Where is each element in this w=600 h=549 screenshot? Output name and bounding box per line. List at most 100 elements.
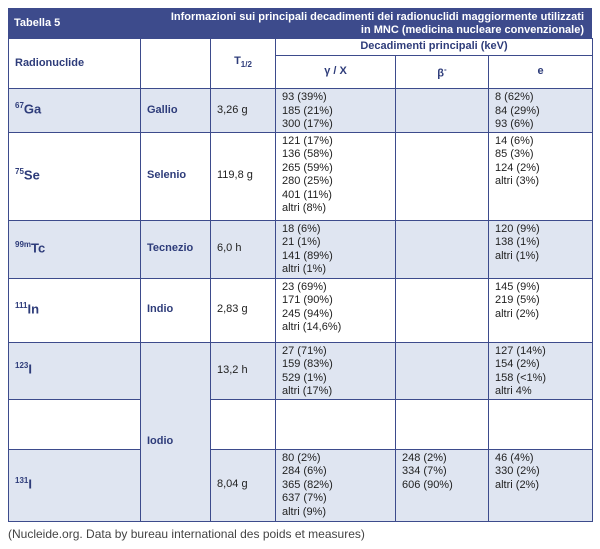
half-life-cell: 13,2 h (210, 341, 276, 400)
element-name: Selenio (140, 131, 211, 221)
element-symbol: Tc (31, 239, 46, 255)
gamma-line: 80 (2%) (282, 451, 321, 464)
header-row: γ / X β-e (9, 55, 594, 89)
half-life-cell: 3,26 g (210, 88, 276, 133)
element-symbol: In (27, 300, 40, 316)
electron-line: 85 (3%) (495, 148, 534, 160)
half-life: 119,8 g (217, 169, 253, 182)
beta-line: 334 (7%) (402, 465, 447, 477)
half-life: 3,26 g (217, 103, 248, 116)
column-header: γ / X (324, 65, 347, 78)
mass-number: 75 (15, 166, 24, 176)
nuclide-cell (8, 398, 141, 450)
table-row: 99mTc Tecnezio 6,0 h 18 (6%) 21 (1%) 141 (89%… (8, 219, 594, 279)
element-name-text: Tecnezio (147, 242, 194, 255)
table-title: Informazioni sui principali decadimenti … (170, 11, 584, 36)
gamma-cell: 121 (17%) 136 (58%) 265 (59%) 280 (25%) 401 … (275, 131, 396, 221)
gamma-line: altri (1%) (282, 263, 327, 275)
header-cell: Decadimenti principali (keV) (274, 38, 594, 56)
header-cell: Radionuclide (8, 38, 141, 89)
gamma-line: 365 (82%) (282, 478, 333, 491)
column-header: Radionuclide (15, 56, 85, 69)
electron-line: altri (2%) (495, 307, 540, 320)
element-name: Iodio (140, 341, 211, 522)
table-row: 67Ga Gallio 3,26 g 93 (39%) 185 (21%) 300 (17… (8, 88, 594, 133)
gamma-line: altri (17%) (282, 385, 333, 397)
beta-cell (395, 277, 489, 343)
gamma-line: 171 (90%) (282, 294, 333, 306)
element-symbol: Se (23, 166, 40, 182)
beta-cell (395, 88, 489, 133)
column-header: Decadimenti principali (keV) (360, 40, 508, 53)
electron-line: 93 (6%) (495, 118, 534, 130)
electron-line: 84 (29%) (495, 104, 540, 117)
beta-cell (395, 219, 489, 279)
beta-cell (395, 131, 489, 221)
element-symbol: Ga (23, 101, 42, 117)
gamma-cell: 80 (2%) 284 (6%) 365 (82%) 637 (7%) altri (9… (275, 448, 396, 522)
gamma-line: altri (9%) (282, 505, 327, 518)
electron-line: 219 (5%) (495, 294, 540, 306)
gamma-line: 23 (69%) (282, 280, 327, 293)
electron-line: altri 4% (495, 385, 532, 397)
mass-number: 99m (15, 239, 32, 249)
element-symbol: I (28, 361, 32, 377)
electron-line: 154 (2%) (495, 358, 540, 370)
header-cell: β- (395, 55, 489, 89)
half-life-cell (210, 398, 276, 450)
half-life-cell: 119,8 g (210, 131, 276, 221)
gamma-line: 21 (1%) (282, 236, 321, 248)
gamma-line: 136 (58%) (282, 148, 333, 160)
electron-line: 158 (<1%) (495, 371, 547, 384)
gamma-line: 93 (39%) (282, 91, 327, 103)
gamma-line: 141 (89%) (282, 249, 333, 262)
electron-line: 138 (1%) (495, 236, 540, 248)
gamma-line: 284 (6%) (282, 465, 327, 477)
beta-line: 606 (90%) (402, 478, 453, 491)
element-symbol: I (28, 475, 32, 491)
column-header: e (537, 65, 544, 78)
half-life: 13,2 h (217, 363, 248, 376)
header-cell (140, 38, 211, 89)
element-name: Tecnezio (140, 219, 211, 279)
mass-number: 123 (15, 361, 29, 371)
nuclide-cell: 67Ga (8, 88, 141, 133)
beta-cell (395, 398, 489, 450)
half-life: 8,04 g (217, 478, 248, 491)
electron-line: 8 (62%) (495, 91, 534, 103)
beta-line: 248 (2%) (402, 451, 447, 464)
gamma-line: 159 (83%) (282, 358, 333, 370)
caption: (Nucleide.org. Data by bureau internatio… (8, 527, 365, 541)
gamma-line: altri (14,6%) (282, 321, 342, 333)
column-header: T (234, 55, 241, 68)
electron-cell (487, 398, 594, 450)
mass-number: 131 (15, 475, 29, 485)
gamma-line: 265 (59%) (282, 161, 333, 174)
half-life: 6,0 h (217, 242, 242, 255)
half-life: 2,83 g (217, 303, 248, 316)
electron-line: 127 (14%) (495, 344, 546, 357)
header-cell: T1/2 (210, 38, 276, 89)
electron-line: 330 (2%) (495, 465, 540, 477)
mass-number: 111 (15, 300, 28, 310)
half-life-cell: 8,04 g (210, 448, 276, 522)
electron-cell: 46 (4%) 330 (2%) altri (2%) (487, 448, 594, 522)
electron-line: 120 (9%) (495, 222, 540, 235)
electron-line: altri (3%) (495, 175, 540, 187)
element-name-text: Indio (147, 303, 174, 316)
nuclide-cell: 111In (8, 277, 141, 343)
half-life-cell: 6,0 h (210, 219, 276, 279)
half-life-cell: 2,83 g (210, 277, 276, 343)
gamma-line: 280 (25%) (282, 175, 333, 187)
table-row: 111In Indio 2,83 g 23 (69%) 171 (90%) 245 (94… (8, 277, 594, 343)
gamma-line: 18 (6%) (282, 222, 321, 235)
gamma-cell: 18 (6%) 21 (1%) 141 (89%) altri (1%) (275, 219, 396, 279)
electron-line: altri (2%) (495, 478, 540, 491)
header-row: Radionuclide T1/2 Decadimenti principali (… (8, 38, 594, 89)
gamma-cell: 93 (39%) 185 (21%) 300 (17%) (275, 88, 396, 133)
electron-cell: 8 (62%) 84 (29%) 93 (6%) (487, 88, 594, 133)
gamma-line: 185 (21%) (282, 104, 333, 117)
mass-number: 67 (15, 100, 24, 110)
header-cell: γ / X (275, 55, 396, 89)
